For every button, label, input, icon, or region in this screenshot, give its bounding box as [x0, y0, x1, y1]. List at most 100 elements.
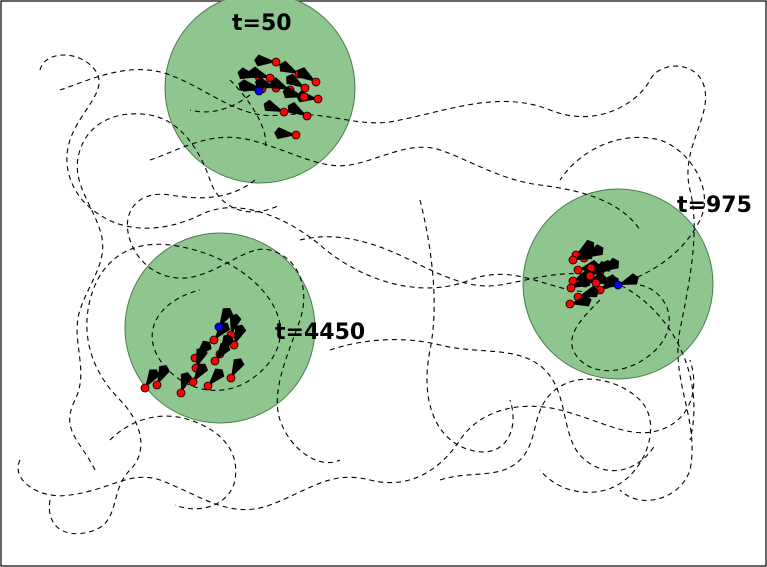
- follower-agent: [287, 102, 312, 121]
- heading-arrow: [279, 60, 299, 74]
- trail-path: [571, 284, 670, 372]
- follower-agent-body: [566, 283, 576, 293]
- follower-agent: [176, 372, 193, 398]
- heading-arrow: [576, 239, 595, 255]
- follower-agent: [297, 67, 321, 87]
- follower-agent-body: [568, 255, 578, 265]
- heading-arrow: [180, 372, 193, 393]
- heading-arrow: [254, 54, 276, 67]
- trail-path: [39, 54, 705, 293]
- leader-agent-body: [254, 86, 264, 96]
- heading-arrow: [145, 369, 160, 388]
- follower-agent: [226, 358, 245, 383]
- follower-agent: [249, 66, 275, 83]
- follower-agent: [140, 369, 160, 393]
- follower-agent: [585, 260, 609, 281]
- leader-agent-body: [214, 322, 224, 332]
- heading-arrow: [249, 66, 270, 78]
- agents: [140, 54, 639, 398]
- leader-agent: [613, 273, 639, 290]
- follower-agent-body: [311, 77, 321, 87]
- heading-arrow: [263, 99, 284, 112]
- follower-agent-body: [152, 380, 162, 390]
- follower-agent: [229, 324, 247, 350]
- follower-agent: [226, 313, 242, 340]
- follower-agent-body: [271, 57, 281, 67]
- follower-agent-body: [226, 373, 236, 383]
- heading-arrow: [287, 102, 307, 116]
- heading-arrow: [214, 322, 230, 340]
- follower-agent: [203, 368, 225, 391]
- follower-agent-body: [302, 111, 312, 121]
- follower-agent-body: [176, 388, 186, 398]
- follower-agent: [209, 322, 230, 345]
- follower-agent: [210, 342, 231, 366]
- follower-agent-body: [279, 107, 289, 117]
- follower-agent-body: [565, 299, 575, 309]
- trail-path: [419, 199, 514, 453]
- follower-agent: [274, 127, 301, 140]
- trail-path: [59, 65, 707, 501]
- follower-agent: [568, 247, 594, 265]
- follower-agent-body: [313, 94, 323, 104]
- heading-arrow: [193, 363, 209, 382]
- follower-agent-body: [291, 130, 301, 140]
- follower-agent: [152, 365, 171, 390]
- trail-path: [109, 415, 237, 510]
- follower-agent: [254, 54, 281, 67]
- follower-agent-body: [300, 83, 310, 93]
- time-label-t4450: t=4450: [275, 320, 365, 345]
- heading-arrow: [157, 365, 171, 385]
- trail-path: [189, 79, 267, 151]
- heading-arrow: [571, 274, 591, 288]
- follower-agent-body: [299, 92, 309, 102]
- heading-arrow: [573, 247, 594, 260]
- heading-arrow: [215, 342, 231, 361]
- follower-agent: [565, 294, 592, 309]
- heading-arrow: [234, 324, 247, 345]
- heading-arrow: [229, 313, 242, 335]
- leader-agent: [214, 307, 234, 332]
- trail-path: [149, 136, 641, 231]
- follower-agent: [573, 285, 599, 302]
- follower-agent-body: [209, 335, 219, 345]
- follower-agent-body: [140, 383, 150, 393]
- trail-path: [299, 236, 695, 441]
- heading-arrow: [269, 77, 290, 90]
- heading-arrow: [231, 358, 245, 378]
- leader-agent: [238, 79, 264, 96]
- trail-path: [48, 243, 281, 535]
- trajectory-trails: [17, 54, 707, 535]
- heading-arrow: [238, 79, 259, 91]
- heading-arrow: [196, 347, 208, 368]
- leader-agent-body: [613, 280, 623, 290]
- heading-arrow: [286, 73, 305, 88]
- trail-path: [126, 179, 341, 464]
- trail-path: [17, 359, 695, 511]
- follower-agent-body: [585, 271, 595, 281]
- heading-arrow: [618, 273, 639, 285]
- trail-path: [329, 339, 656, 472]
- follower-agent: [286, 73, 310, 93]
- heading-arrow: [590, 260, 609, 276]
- heading-arrow: [274, 127, 296, 140]
- heading-arrow: [578, 285, 599, 298]
- follower-agent-body: [210, 356, 220, 366]
- follower-agent-body: [203, 381, 213, 391]
- heading-arrow: [282, 86, 304, 99]
- trail-path: [69, 113, 281, 471]
- heading-arrow: [208, 368, 225, 386]
- time-label-t50: t=50: [232, 11, 292, 36]
- follower-agent-body: [573, 265, 583, 275]
- follower-agent: [566, 274, 591, 293]
- heading-arrow: [219, 307, 234, 327]
- heading-arrow: [297, 67, 316, 82]
- heading-arrow: [570, 294, 592, 307]
- follower-agent: [263, 99, 289, 117]
- follower-agent-body: [229, 340, 239, 350]
- time-label-t975: t=975: [677, 193, 752, 218]
- trail-path: [439, 378, 652, 493]
